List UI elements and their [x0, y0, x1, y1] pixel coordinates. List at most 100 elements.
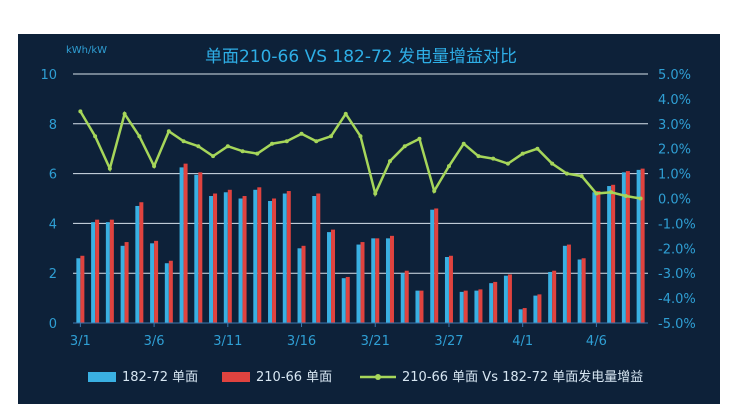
bar-182-72	[592, 192, 597, 323]
gain-point	[476, 154, 481, 159]
gain-point	[225, 144, 230, 149]
bar-210-66	[537, 294, 542, 323]
bar-210-66	[124, 242, 129, 323]
bar-210-66	[198, 172, 203, 323]
bar-182-72	[253, 189, 258, 323]
legend-label-210-66: 210-66 单面	[256, 370, 332, 385]
gain-line	[79, 110, 641, 200]
bar-182-72	[548, 271, 553, 323]
legend: 182-72 单面 210-66 单面 210-66 单面 Vs 182-72 单面…	[88, 369, 643, 385]
bar-182-72	[76, 258, 81, 323]
bar-210-66	[183, 163, 188, 323]
bar-210-66	[301, 245, 306, 323]
gain-point	[314, 139, 319, 144]
legend-swatch-gain-point	[375, 374, 381, 380]
bar-210-66	[95, 219, 100, 323]
bar-182-72	[489, 283, 494, 323]
bar-210-66	[640, 168, 645, 323]
x-tick-label: 3/11	[213, 334, 242, 349]
bar-210-66	[552, 270, 557, 323]
gain-point	[152, 164, 157, 169]
y-tick-label: 10	[40, 68, 57, 83]
gain-point	[78, 109, 83, 114]
y2-tick-label: 0.0%	[658, 193, 691, 208]
bar-210-66	[139, 202, 144, 323]
gain-point	[387, 159, 392, 164]
bar-182-72	[341, 278, 346, 323]
bar-182-72	[415, 290, 420, 323]
bar-182-72	[518, 309, 523, 323]
bar-210-66	[419, 290, 424, 323]
gain-point	[623, 194, 628, 199]
bar-210-66	[507, 274, 512, 323]
gain-point	[579, 174, 584, 179]
gain-point	[358, 134, 363, 139]
chart-title: 单面210-66 VS 182-72 发电量增益对比	[205, 47, 517, 67]
bar-210-66	[168, 260, 173, 323]
gain-point	[402, 144, 407, 149]
bar-182-72	[356, 244, 361, 323]
bar-182-72	[400, 273, 405, 323]
gain-point	[432, 189, 437, 194]
bar-182-72	[503, 275, 508, 323]
bar-182-72	[430, 209, 435, 323]
y2-tick-label: 5.0%	[658, 68, 691, 83]
bar-210-66	[389, 235, 394, 323]
x-tick-label: 3/6	[144, 334, 165, 349]
y2-tick-label: -1.0%	[658, 217, 696, 232]
y2-tick-label: 2.0%	[658, 143, 691, 158]
bar-210-66	[257, 187, 262, 323]
gain-point	[196, 144, 201, 149]
bar-182-72	[209, 196, 214, 323]
bar-182-72	[91, 222, 96, 323]
bar-210-66	[463, 290, 468, 323]
gain-point	[166, 129, 171, 134]
x-tick-label: 4/6	[586, 334, 607, 349]
bar-210-66	[611, 184, 616, 323]
bar-182-72	[636, 169, 641, 323]
gain-point	[122, 111, 127, 116]
gain-point	[550, 161, 555, 166]
bar-182-72	[459, 291, 464, 323]
bar-182-72	[105, 222, 110, 323]
bar-182-72	[607, 186, 612, 323]
gain-point	[343, 111, 348, 116]
gain-point	[107, 166, 112, 171]
gain-point	[137, 134, 142, 139]
gain-point	[270, 141, 275, 146]
gain-point	[505, 161, 510, 166]
x-tick-label: 3/21	[361, 334, 390, 349]
y2-tick-label: 4.0%	[658, 93, 691, 108]
bar-210-66	[434, 208, 439, 323]
bar-210-66	[109, 219, 114, 323]
gain-point	[93, 134, 98, 139]
bar-182-72	[312, 196, 317, 323]
bar-210-66	[242, 196, 247, 323]
bar-182-72	[179, 167, 184, 323]
y2-tick-label: -4.0%	[658, 292, 696, 307]
x-tick-label: 3/27	[434, 334, 463, 349]
gain-point	[535, 146, 540, 151]
bar-182-72	[562, 245, 567, 323]
gain-point	[564, 171, 569, 176]
bar-182-72	[120, 245, 125, 323]
bar-210-66	[227, 189, 232, 323]
bar-182-72	[621, 172, 626, 323]
x-tick-label: 4/1	[512, 334, 533, 349]
bar-182-72	[474, 290, 479, 323]
y2-tick-label: 1.0%	[658, 168, 691, 183]
gain-point	[181, 139, 186, 144]
bar-210-66	[213, 193, 218, 323]
y2-tick-label: -5.0%	[658, 317, 696, 332]
gain-point	[491, 156, 496, 161]
gain-point	[638, 196, 643, 201]
bar-210-66	[581, 258, 586, 323]
bar-210-66	[493, 281, 498, 323]
bar-182-72	[164, 263, 169, 323]
y-tick-label: 8	[49, 118, 57, 133]
y-tick-label: 4	[49, 217, 57, 232]
bar-182-72	[282, 193, 287, 323]
legend-swatch-182-72	[88, 372, 116, 382]
bar-182-72	[577, 259, 582, 323]
bar-182-72	[194, 174, 199, 323]
